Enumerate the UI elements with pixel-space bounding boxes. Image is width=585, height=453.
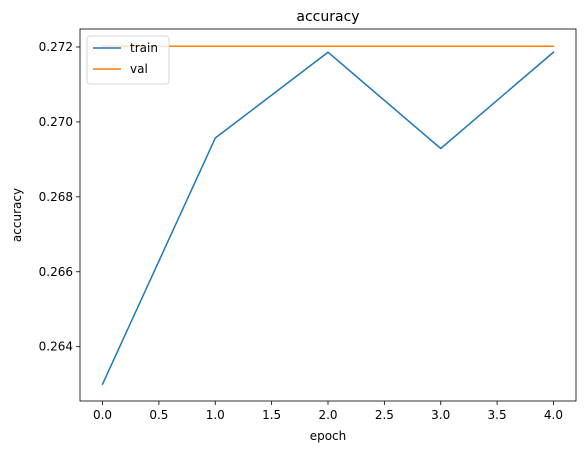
x-tick-label: 1.5 [262,408,281,422]
x-tick-label: 3.0 [431,408,450,422]
y-tick-label: 0.266 [39,265,73,279]
x-tick-label: 3.5 [488,408,507,422]
y-tick-label: 0.272 [39,40,73,54]
x-axis-label: epoch [310,429,347,443]
y-tick-label: 0.264 [39,340,73,354]
y-axis: 0.264 0.266 0.268 0.270 0.272 [39,40,80,354]
x-tick-label: 1.0 [206,408,225,422]
y-axis-label: accuracy [10,188,24,242]
legend-label-val: val [130,62,148,76]
x-axis: 0.0 0.5 1.0 1.5 2.0 2.5 3.0 3.5 4.0 [93,401,563,422]
y-tick-label: 0.270 [39,115,73,129]
series-line-train [101,51,555,386]
chart-title: accuracy [296,9,359,25]
legend: train val [86,35,170,85]
x-tick-label: 0.0 [93,408,112,422]
x-tick-label: 2.0 [318,408,337,422]
x-tick-label: 2.5 [375,408,394,422]
plot-area [80,29,576,401]
x-tick-label: 0.5 [149,408,168,422]
series-layer [101,45,555,386]
x-tick-label: 4.0 [544,408,563,422]
y-tick-label: 0.268 [39,190,73,204]
legend-label-train: train [130,41,158,55]
